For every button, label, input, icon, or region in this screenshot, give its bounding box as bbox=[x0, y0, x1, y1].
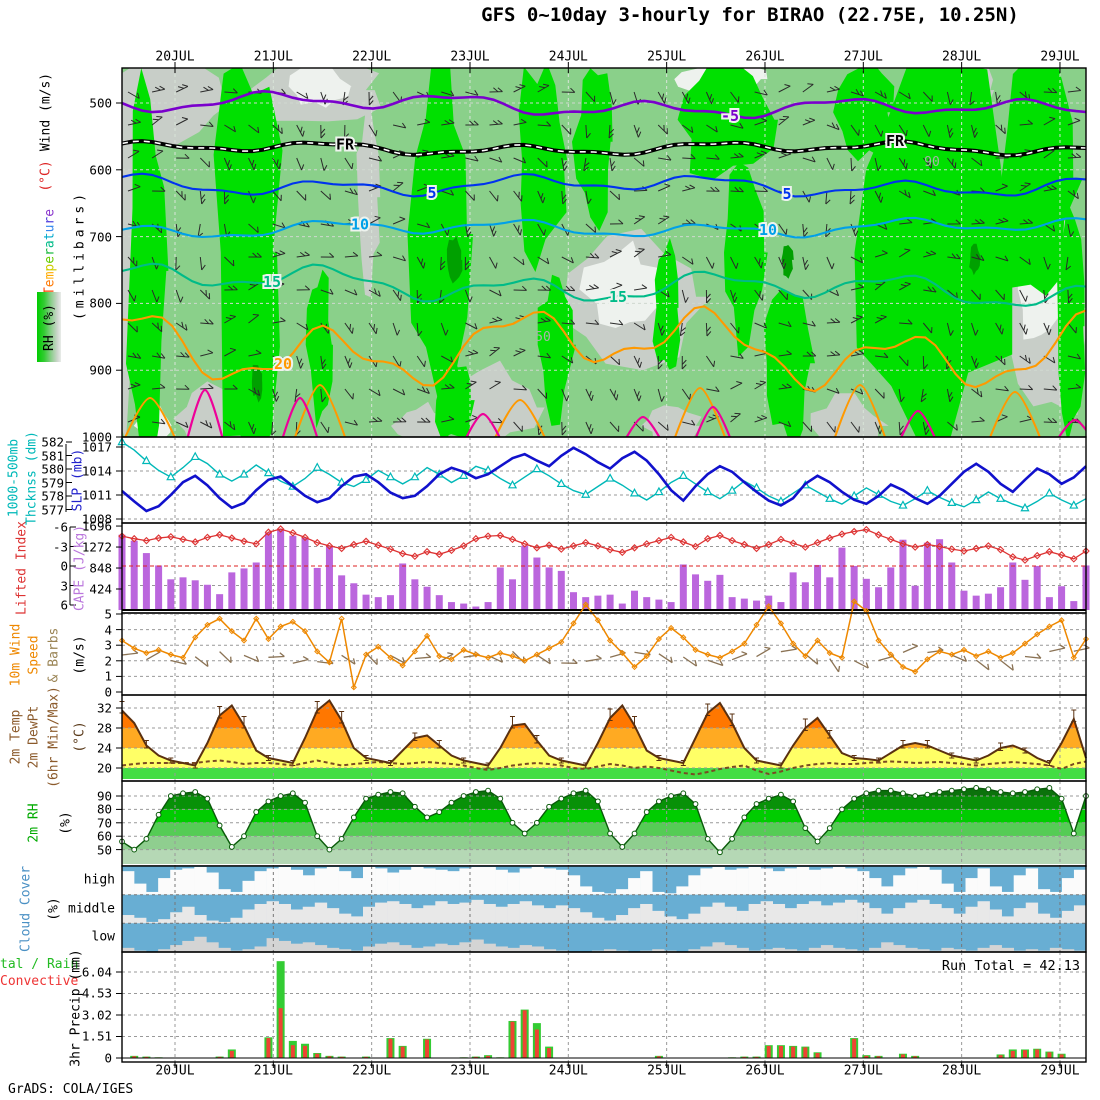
svg-text:15: 15 bbox=[609, 288, 627, 306]
panel-temp2m bbox=[116, 694, 1087, 782]
panel-slp-thickness bbox=[65, 436, 1087, 524]
panel-upper-air: -5 FR FR 5 5 10 10 15 15 20 90 50 bbox=[122, 68, 1086, 437]
svg-text:90: 90 bbox=[924, 155, 940, 170]
svg-text:5: 5 bbox=[427, 184, 436, 202]
svg-text:FR: FR bbox=[886, 132, 905, 150]
svg-text:10: 10 bbox=[759, 221, 777, 239]
svg-text:50: 50 bbox=[535, 330, 551, 345]
panel-wind10m bbox=[116, 598, 1090, 696]
panel-rh2m bbox=[116, 780, 1089, 867]
panel-cape-li bbox=[69, 522, 1090, 614]
svg-text:15: 15 bbox=[263, 273, 281, 291]
panel-precip bbox=[116, 951, 1087, 1068]
svg-text:-5: -5 bbox=[721, 107, 739, 125]
svg-text:20: 20 bbox=[274, 355, 292, 373]
svg-text:5: 5 bbox=[782, 185, 791, 203]
svg-text:10: 10 bbox=[351, 215, 369, 233]
svg-text:FR: FR bbox=[336, 135, 355, 153]
panel-cloud-cover bbox=[121, 865, 1087, 953]
